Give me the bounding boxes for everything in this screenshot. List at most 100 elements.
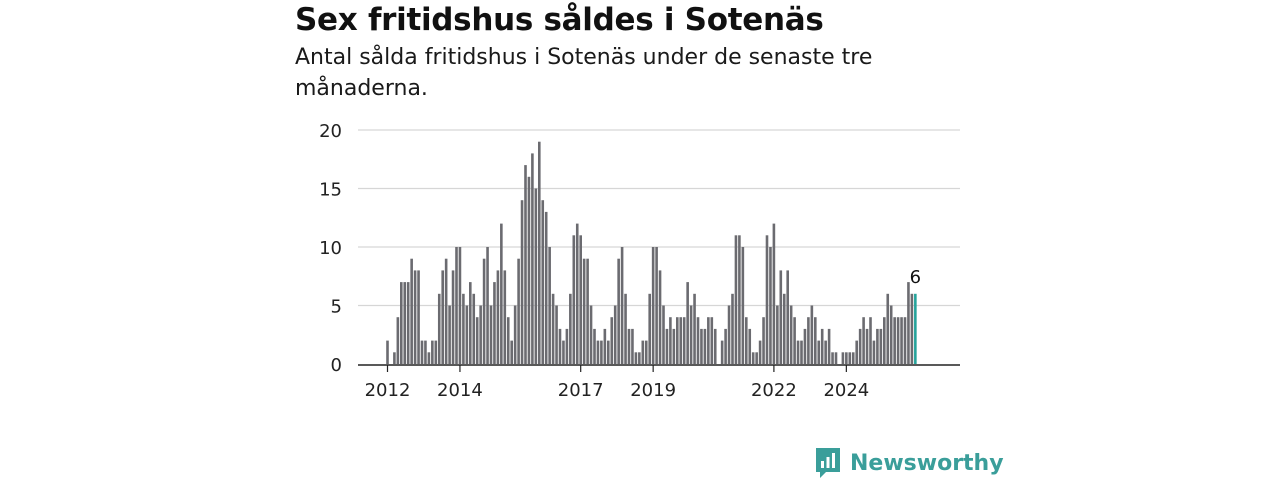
- bar: [814, 317, 817, 364]
- x-tick-label: 2024: [823, 380, 869, 401]
- bar: [851, 352, 855, 364]
- bar: [596, 340, 600, 364]
- bar: [503, 270, 507, 364]
- bar: [841, 352, 845, 364]
- bar: [482, 258, 486, 364]
- bar: [527, 176, 531, 364]
- bar: [641, 340, 645, 364]
- bar: [413, 270, 417, 364]
- bar: [686, 282, 689, 364]
- bar: [569, 293, 572, 364]
- bar: [620, 247, 624, 364]
- bar: [900, 317, 903, 364]
- bar: [879, 328, 883, 364]
- bar: [769, 247, 772, 364]
- bar: [789, 305, 793, 364]
- bar: [896, 317, 900, 364]
- bar: [579, 235, 582, 364]
- bar: [662, 305, 665, 364]
- bar: [669, 317, 672, 364]
- newsworthy-logo-icon: [816, 448, 840, 478]
- bar: [644, 340, 648, 364]
- bar: [734, 235, 738, 364]
- bar: [720, 340, 724, 364]
- bar: [800, 340, 803, 364]
- bar: [586, 258, 589, 364]
- bar: [500, 223, 503, 364]
- bar: [472, 293, 476, 364]
- bar: [741, 247, 745, 364]
- bar: [758, 340, 762, 364]
- bar: [424, 340, 427, 364]
- bar: [613, 305, 617, 364]
- bar: [496, 270, 500, 364]
- bar: [531, 153, 534, 364]
- bar: [451, 270, 455, 364]
- chart-subtitle: Antal sålda fritidshus i Sotenäs under d…: [295, 45, 873, 101]
- bar: [548, 247, 551, 364]
- bar: [538, 141, 541, 364]
- bar: [893, 317, 896, 364]
- bar: [834, 352, 838, 364]
- bar: [883, 317, 886, 364]
- bar: [889, 305, 893, 364]
- bar: [796, 340, 800, 364]
- bar: [869, 317, 872, 364]
- bar: [910, 293, 914, 364]
- y-tick-label: 0: [331, 355, 342, 376]
- bar: [689, 305, 693, 364]
- bar: [703, 328, 707, 364]
- brand-name: Newsworthy: [850, 450, 1004, 476]
- bar: [827, 328, 831, 364]
- bar: [745, 317, 748, 364]
- bar: [903, 317, 907, 364]
- bar: [431, 340, 434, 364]
- bar: [582, 258, 586, 364]
- bar: [534, 188, 538, 364]
- bar: [589, 305, 593, 364]
- bar: [707, 317, 710, 364]
- bar: [448, 305, 451, 364]
- bar: [475, 317, 479, 364]
- bar: [610, 317, 614, 364]
- bar: [437, 293, 441, 364]
- bar: [731, 293, 734, 364]
- bar: [544, 211, 548, 364]
- bar: [396, 317, 400, 364]
- bar: [575, 223, 579, 364]
- bar: [555, 305, 558, 364]
- y-tick-label: 20: [319, 121, 342, 142]
- bar: [793, 317, 796, 364]
- y-tick-label: 15: [319, 180, 342, 201]
- bar: [434, 340, 438, 364]
- bar: [748, 328, 752, 364]
- bar: [617, 258, 620, 364]
- x-tick-label: 2014: [437, 380, 483, 401]
- bar: [858, 328, 862, 364]
- bar: [627, 328, 631, 364]
- bar: [886, 293, 890, 364]
- bar: [524, 165, 527, 364]
- bar: [872, 340, 876, 364]
- bar: [486, 247, 489, 364]
- x-tick-label: 2012: [365, 380, 411, 401]
- bar: [848, 352, 852, 364]
- bar: [865, 328, 869, 364]
- bar: [417, 270, 420, 364]
- bar: [427, 352, 431, 364]
- bar: [738, 235, 741, 364]
- bar: [810, 305, 814, 364]
- bar: [824, 340, 827, 364]
- bar: [624, 293, 627, 364]
- bar: [517, 258, 520, 364]
- bar: [520, 200, 524, 364]
- bar: [469, 282, 472, 364]
- bar: [513, 305, 517, 364]
- bar: [462, 293, 465, 364]
- bar: [765, 235, 769, 364]
- bar: [782, 293, 786, 364]
- bar: [803, 328, 807, 364]
- bar: [876, 328, 879, 364]
- newsworthy-brand: Newsworthy: [814, 446, 1004, 480]
- bar: [831, 352, 834, 364]
